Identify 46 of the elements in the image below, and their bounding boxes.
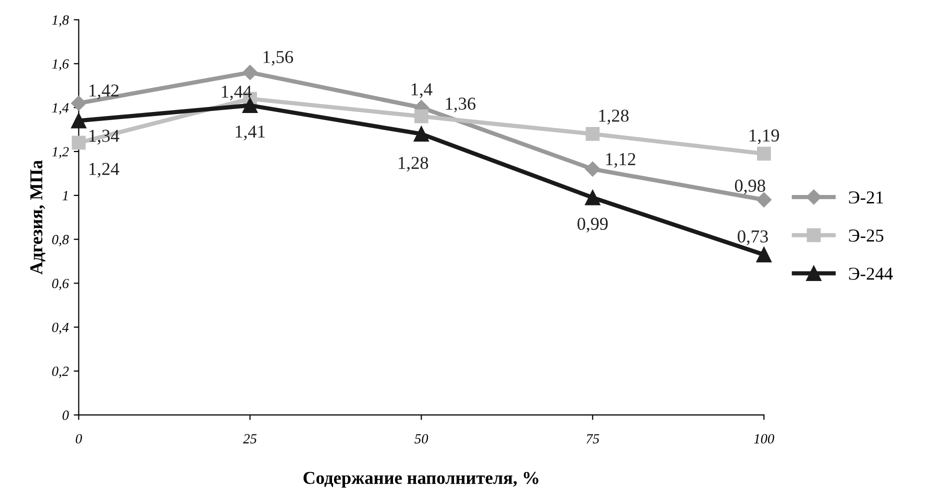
- data-label: 1,28: [398, 156, 428, 172]
- data-label: 0,99: [578, 218, 608, 232]
- point: [414, 109, 428, 124]
- legend-label: Э-25: [849, 230, 884, 242]
- data-label: 0,73: [738, 230, 768, 246]
- y-tick-label: 1,4: [52, 103, 69, 115]
- point: [242, 64, 258, 80]
- data-label: 0,98: [734, 180, 766, 194]
- data-label: 1,12: [606, 153, 636, 168]
- point: [414, 126, 429, 142]
- point: [586, 126, 600, 141]
- data-label: 1,4: [412, 83, 432, 98]
- x-tick-label: 100: [754, 434, 774, 444]
- y-tick-label: 1,8: [52, 15, 69, 27]
- point: [71, 96, 86, 111]
- y-tick-label: 0,4: [52, 322, 69, 334]
- y-tick-label: 1,6: [52, 59, 69, 71]
- point: [585, 161, 600, 177]
- data-label: 1,24: [90, 162, 120, 178]
- data-label: 1,56: [264, 50, 294, 66]
- data-label: 1,44: [222, 86, 252, 100]
- x-tick-label: 25: [243, 434, 257, 444]
- x-tick-label: 75: [586, 434, 600, 444]
- y-axis-title: Адгезия, МПа: [30, 160, 46, 275]
- y-tick-label: 1: [62, 191, 68, 200]
- point: [71, 113, 86, 128]
- legend-label: Э-244: [849, 268, 893, 280]
- y-tick-label: 0,8: [52, 234, 69, 246]
- data-label: 1,41: [236, 126, 265, 140]
- point: [756, 247, 772, 262]
- point: [585, 190, 600, 206]
- y-tick-label: 1,2: [52, 147, 69, 158]
- data-label: 1,34: [90, 130, 120, 145]
- x-tick-label: 50: [414, 434, 428, 444]
- legend-label: Э-21: [849, 191, 883, 204]
- x-tick-label: 0: [76, 434, 82, 444]
- data-label: 1,42: [90, 84, 119, 100]
- point: [757, 146, 771, 161]
- y-tick-label: 0: [62, 410, 69, 420]
- y-tick-label: 0,2: [52, 366, 69, 378]
- point: [72, 136, 86, 150]
- y-tick-label: 0,6: [52, 278, 69, 290]
- x-axis-title: Содержание наполнителя, %: [304, 472, 538, 488]
- data-label: 1,19: [750, 129, 780, 144]
- data-label: 1,28: [599, 110, 629, 124]
- data-label: 1,36: [446, 98, 476, 112]
